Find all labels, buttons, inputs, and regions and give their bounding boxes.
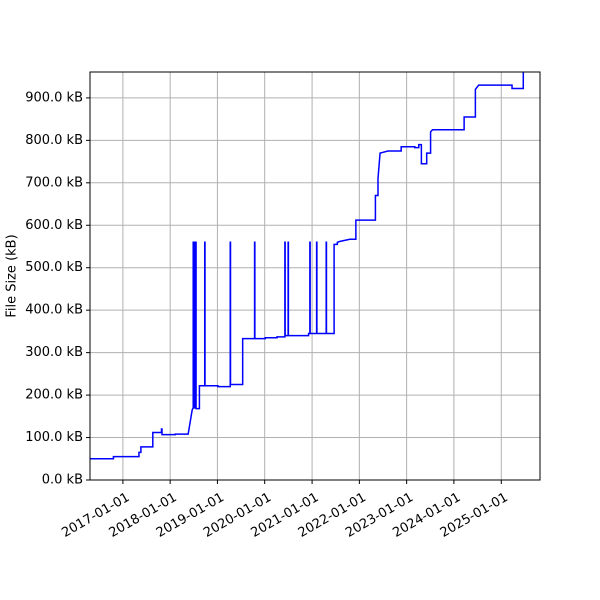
y-tick-label: 900.0 kB bbox=[25, 90, 83, 105]
y-tick-label: 500.0 kB bbox=[25, 260, 83, 275]
y-tick-label: 700.0 kB bbox=[25, 175, 83, 190]
plot-frame bbox=[89, 71, 541, 481]
y-tick-label: 400.0 kB bbox=[25, 303, 83, 318]
y-axis-label: File Size (kB) bbox=[5, 234, 20, 317]
y-tick-label: 100.0 kB bbox=[25, 430, 83, 445]
y-tick-label: 200.0 kB bbox=[25, 388, 83, 403]
y-tick-label: 800.0 kB bbox=[25, 133, 83, 148]
y-tick-label: 600.0 kB bbox=[25, 218, 83, 233]
data-line bbox=[90, 72, 525, 460]
y-tick-label: 300.0 kB bbox=[25, 345, 83, 360]
y-tick-label: 0.0 kB bbox=[42, 473, 83, 488]
